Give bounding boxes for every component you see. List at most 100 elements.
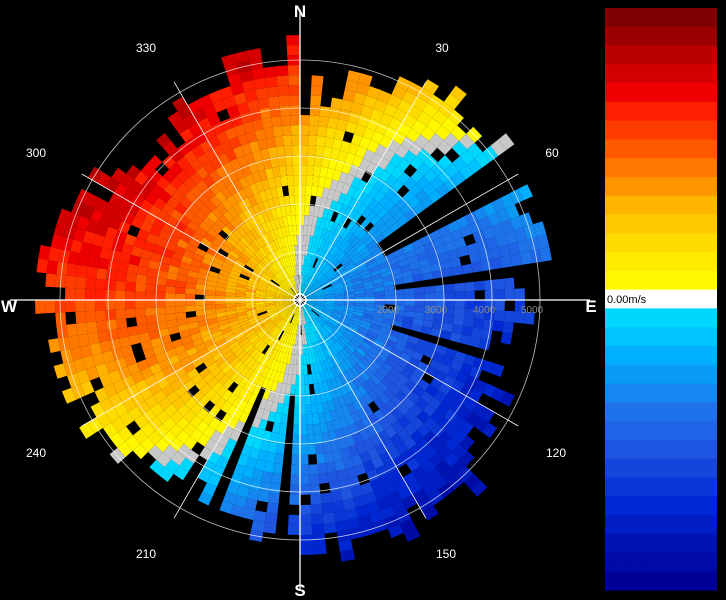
velocity-bin <box>235 305 246 311</box>
velocity-bin <box>277 288 287 294</box>
velocity-bin <box>244 368 254 380</box>
velocity-bin <box>285 205 292 216</box>
velocity-bin <box>255 87 268 100</box>
velocity-bin <box>420 326 432 335</box>
velocity-bin <box>304 300 315 304</box>
velocity-bin <box>402 397 416 410</box>
velocity-bin <box>323 306 334 311</box>
velocity-bin <box>395 390 408 403</box>
velocity-bin <box>384 304 395 310</box>
velocity-bin <box>320 279 330 287</box>
velocity-bin <box>494 300 505 311</box>
velocity-bin <box>369 510 385 524</box>
velocity-bin <box>360 320 372 327</box>
velocity-bin <box>314 297 325 300</box>
velocity-bin <box>295 304 299 315</box>
velocity-bin <box>334 386 343 398</box>
velocity-bin <box>300 115 310 126</box>
velocity-bin <box>287 65 300 76</box>
velocity-bin <box>267 146 278 159</box>
velocity-bin <box>237 388 248 400</box>
velocity-bin <box>217 342 229 352</box>
velocity-bin <box>302 324 306 335</box>
velocity-bin <box>215 421 228 435</box>
velocity-bin <box>200 329 212 338</box>
velocity-bin <box>318 340 325 351</box>
velocity-bin <box>296 285 299 296</box>
velocity-bin <box>92 353 105 367</box>
velocity-bin <box>323 289 334 294</box>
velocity-bin <box>351 454 363 467</box>
velocity-bin <box>331 279 342 286</box>
velocity-bin <box>115 280 126 291</box>
velocity-bin <box>233 243 245 253</box>
velocity-bin <box>261 331 270 341</box>
velocity-bin <box>336 267 347 276</box>
velocity-bin <box>108 192 123 207</box>
velocity-bin <box>290 255 295 266</box>
velocity-bin <box>125 281 136 292</box>
velocity-bin <box>244 247 254 257</box>
legend-swatch <box>605 252 717 272</box>
velocity-bin <box>232 384 243 397</box>
velocity-bin <box>262 273 272 281</box>
velocity-bin <box>128 179 143 194</box>
velocity-bin <box>106 269 118 281</box>
velocity-bin <box>206 247 218 257</box>
velocity-bin <box>309 280 317 289</box>
velocity-bin <box>324 302 335 306</box>
legend-label: -10.00m/s <box>607 576 656 588</box>
velocity-bin <box>402 346 415 357</box>
velocity-bin <box>240 322 251 330</box>
velocity-bin <box>252 322 263 330</box>
velocity-bin <box>275 249 282 260</box>
velocity-bin <box>303 290 312 297</box>
velocity-bin <box>305 235 311 246</box>
velocity-bin <box>454 291 465 300</box>
velocity-bin <box>314 304 324 309</box>
velocity-bin <box>340 447 351 460</box>
velocity-bin <box>261 211 270 223</box>
velocity-bin <box>267 177 277 189</box>
velocity-bin <box>225 288 236 294</box>
velocity-bin <box>318 472 329 484</box>
velocity-bin <box>342 498 356 511</box>
velocity-bin <box>404 305 415 312</box>
velocity-bin <box>149 459 165 475</box>
velocity-bin <box>97 257 110 270</box>
velocity-bin <box>296 275 299 286</box>
velocity-bin <box>271 327 280 337</box>
velocity-bin <box>338 416 349 429</box>
velocity-bin <box>322 265 331 274</box>
velocity-bin <box>216 131 229 145</box>
velocity-bin <box>284 363 290 375</box>
velocity-bin <box>277 341 284 352</box>
velocity-bin <box>261 275 271 283</box>
velocity-bin <box>402 494 418 510</box>
velocity-bin <box>397 122 412 137</box>
velocity-bin <box>359 450 372 464</box>
velocity-bin <box>276 186 284 198</box>
velocity-bin <box>183 177 197 191</box>
velocity-bin <box>384 300 395 305</box>
velocity-bin <box>204 199 217 212</box>
velocity-bin <box>360 273 372 280</box>
velocity-bin <box>290 115 300 126</box>
velocity-bin <box>197 319 209 328</box>
velocity-bin <box>53 221 67 237</box>
velocity-bin <box>342 371 352 383</box>
velocity-bin <box>274 275 283 284</box>
velocity-bin <box>384 290 395 296</box>
velocity-bin <box>309 246 315 257</box>
velocity-bin <box>353 495 367 508</box>
velocity-bin <box>185 449 200 464</box>
velocity-bin <box>232 360 244 371</box>
velocity-bin <box>85 300 96 312</box>
velocity-bin <box>379 417 392 430</box>
velocity-bin <box>408 356 421 368</box>
velocity-bin <box>248 316 259 323</box>
velocity-bin <box>276 272 285 282</box>
velocity-bin <box>303 288 310 297</box>
velocity-bin <box>244 435 256 448</box>
velocity-bin <box>271 422 281 434</box>
